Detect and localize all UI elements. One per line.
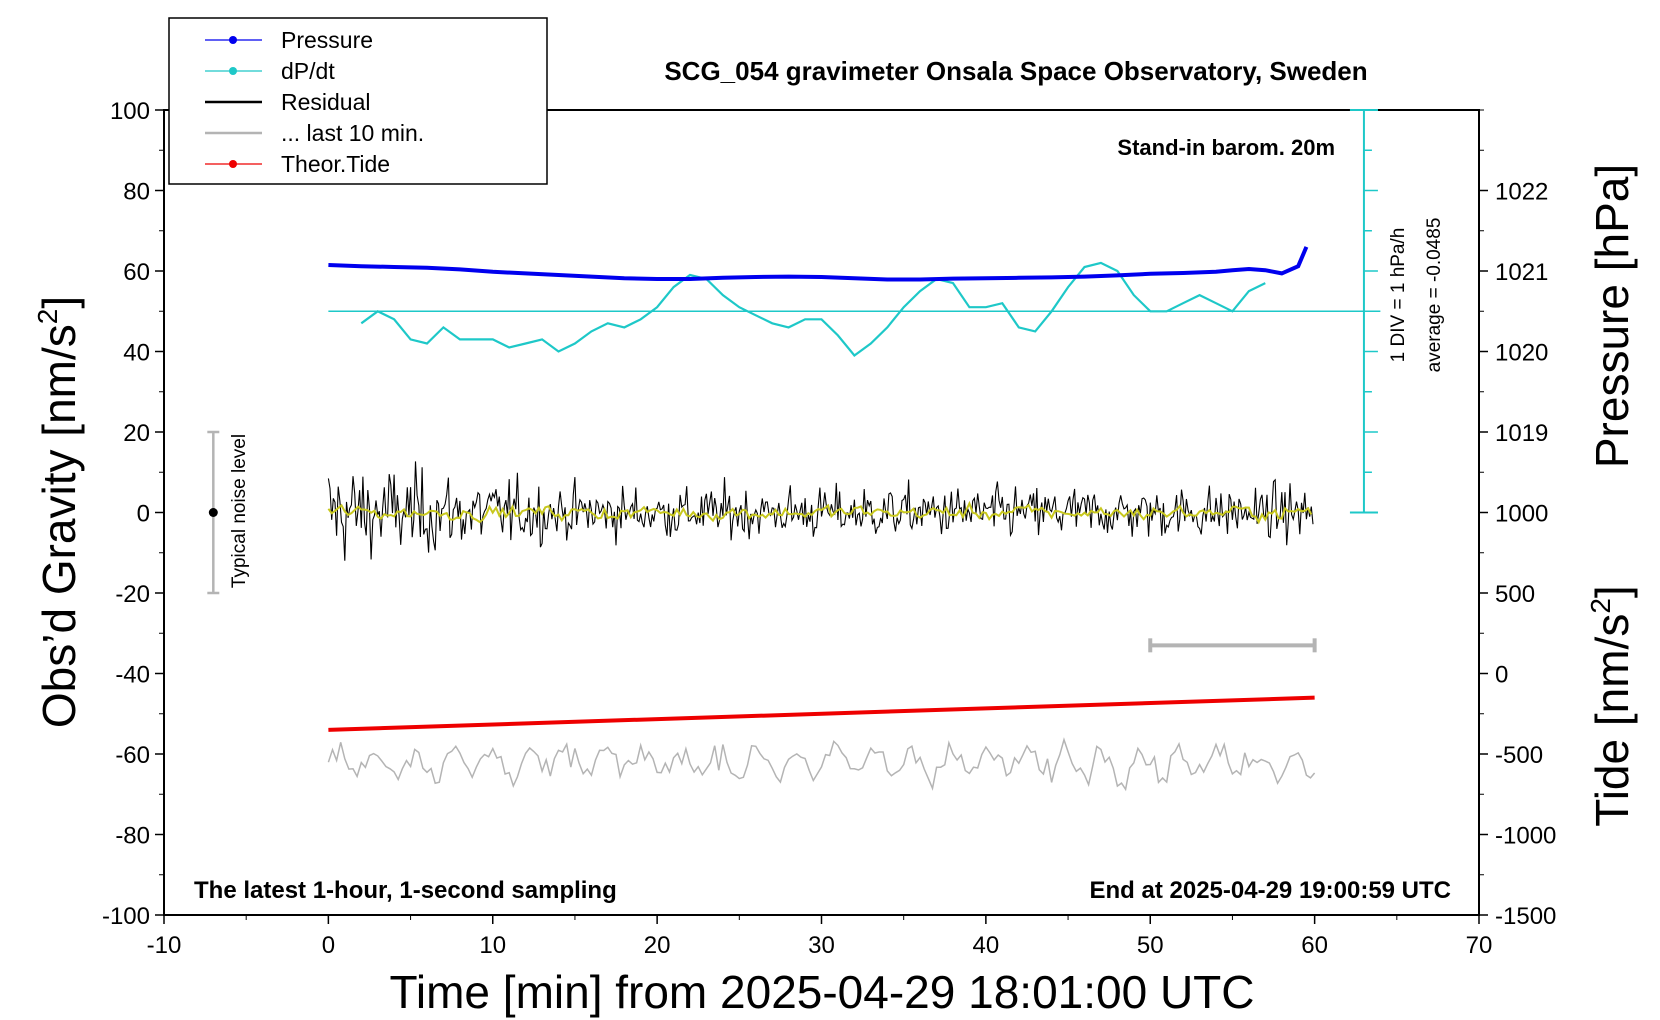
x-tick-label: 70	[1466, 932, 1493, 959]
x-tick-label: 50	[1137, 932, 1164, 959]
x-tick-label: 0	[322, 932, 335, 959]
x-tick-label: 30	[808, 932, 835, 959]
y-tick-label: 40	[123, 340, 150, 367]
residual-line	[327, 461, 1314, 561]
tide-tick-label: 1000	[1495, 501, 1548, 528]
x-tick-label: 40	[973, 932, 1000, 959]
tide-line	[328, 695, 1315, 732]
x-tick-label: 10	[479, 932, 506, 959]
average-label-group: average = -0.0485	[1424, 218, 1445, 373]
div-label-group: 1 DIV = 1 hPa/h	[1388, 228, 1409, 363]
x-tick-label: 60	[1301, 932, 1328, 959]
tide-tick-label: 500	[1495, 581, 1535, 608]
x-tick-label: 20	[644, 932, 671, 959]
noise-label-group: Typical noise level	[229, 434, 250, 588]
pressure-line	[328, 246, 1309, 282]
residual-smoothed-line	[327, 500, 1313, 525]
pressure-tick-label: 1019	[1495, 420, 1548, 447]
y-tick-label: 60	[123, 259, 150, 286]
tide-tick-label: -1500	[1495, 903, 1556, 930]
y-tick-label: -80	[115, 823, 150, 850]
x-tick-label: -10	[147, 932, 182, 959]
noise-bar-center	[208, 508, 218, 517]
svg-text:Pressure [hPa]: Pressure [hPa]	[1586, 164, 1638, 468]
pressure-tick-label: 1020	[1495, 340, 1548, 367]
y-tick-label: -60	[115, 742, 150, 769]
y-tick-label: 0	[137, 501, 150, 528]
pressure-tick-label: 1021	[1495, 259, 1548, 286]
legend-label-residual: Residual	[281, 89, 371, 115]
y-tick-label: 80	[123, 179, 150, 206]
y-axis-pressure-label: Pressure [hPa]	[1586, 164, 1638, 468]
legend-label-dpdt: dP/dt	[281, 58, 335, 84]
svg-text:average = -0.0485: average = -0.0485	[1424, 218, 1445, 373]
svg-text:1 DIV = 1 hPa/h: 1 DIV = 1 hPa/h	[1388, 228, 1409, 363]
y-tick-label: -40	[115, 662, 150, 689]
data-series	[207, 109, 1381, 792]
svg-text:Typical noise level: Typical noise level	[229, 434, 250, 588]
y-tick-label: 20	[123, 420, 150, 447]
tide-tick-label: -500	[1495, 742, 1543, 769]
latest-label: The latest 1-hour, 1-second sampling	[194, 877, 617, 904]
end-at-label: End at 2025-04-29 19:00:59 UTC	[1090, 877, 1452, 904]
tide-tick-label: -1000	[1495, 823, 1556, 850]
dpdt-line	[360, 261, 1266, 358]
pressure-tick-label: 1022	[1495, 179, 1548, 206]
legend-marker-pressure	[229, 36, 237, 44]
svg-text:Tide [nm/s2]: Tide [nm/s2]	[1585, 585, 1638, 826]
y-tick-label: 100	[110, 98, 150, 125]
y-axis-tide-label: Tide [nm/s2]	[1585, 585, 1638, 826]
axis-ticks: -10 0 10 20 30 40 50 60 70-100-80-60-40-20020406…	[102, 98, 1556, 959]
legend-label-pressure: Pressure	[281, 27, 373, 53]
legend: Pressure dP/dt Residual ... last 10 min. The…	[168, 17, 548, 185]
last10-line	[327, 737, 1316, 792]
y-tick-label: -100	[102, 903, 150, 930]
y-tick-label: -20	[115, 581, 150, 608]
legend-label-last10: ... last 10 min.	[281, 120, 424, 146]
legend-marker-dpdt	[229, 67, 237, 75]
svg-text:Obs’d Gravity [nm/s2]: Obs’d Gravity [nm/s2]	[32, 296, 85, 728]
tide-tick-label: 0	[1495, 662, 1508, 689]
stand-in-label: Stand-in barom. 20m	[1117, 135, 1335, 160]
legend-label-tide: Theor.Tide	[281, 151, 390, 177]
legend-marker-tide	[229, 160, 237, 168]
x-axis-label: Time [min] from 2025-04-29 18:01:00 UTC	[390, 966, 1255, 1018]
y-axis-left-label: Obs’d Gravity [nm/s2]	[32, 296, 85, 728]
chart-title: SCG_054 gravimeter Onsala Space Observat…	[664, 56, 1367, 86]
